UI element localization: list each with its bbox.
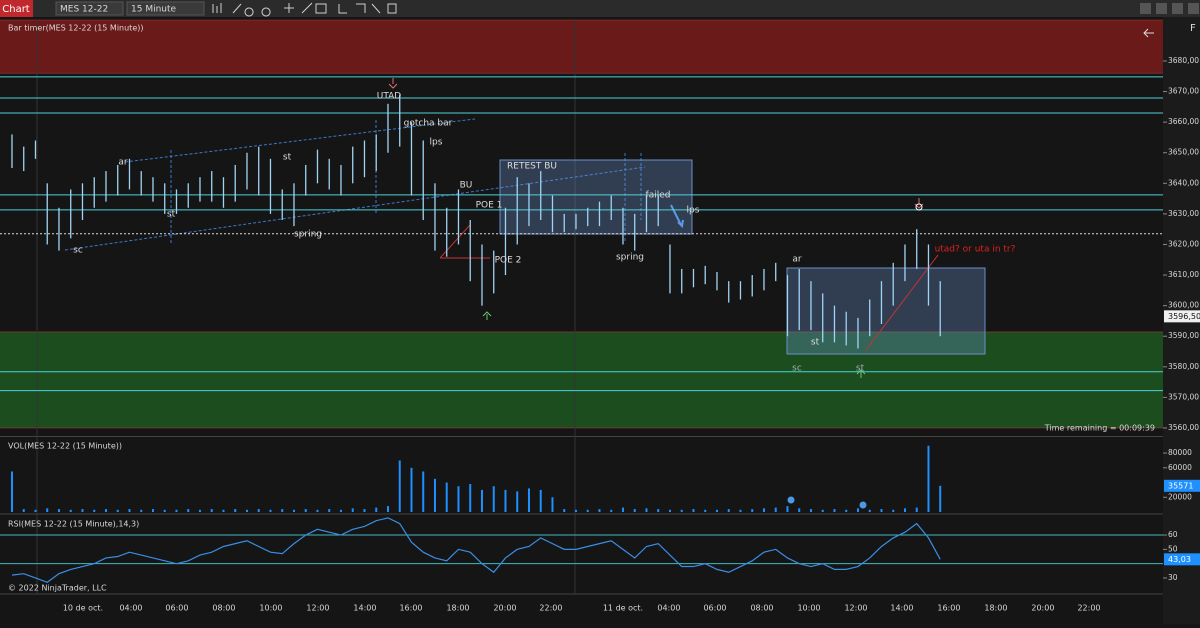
x-tick-label: 18:00 [984, 604, 1007, 613]
x-tick-label: 08:00 [750, 604, 773, 613]
annotation: RETEST BU [507, 162, 557, 172]
x-tick-label: 10 de oct. [63, 604, 103, 613]
annotation: utad? or uta in tr? [935, 245, 1016, 255]
arrow-up [856, 369, 866, 378]
annotation: POE 2 [495, 256, 522, 266]
annotation: spring [294, 230, 322, 240]
annotation: sc [792, 364, 802, 374]
x-tick-label: 16:00 [399, 604, 422, 613]
annotation: lps [687, 206, 700, 216]
annotation: sc [73, 246, 83, 256]
arrow-up [482, 311, 492, 320]
event-dot [915, 203, 923, 211]
event-dot [787, 496, 795, 504]
range-box [499, 159, 693, 235]
annotation: st [167, 210, 176, 220]
y-tick-label: 3650,00 [1168, 148, 1199, 157]
range-box [786, 267, 986, 355]
x-tick-label: 18:00 [446, 604, 469, 613]
y-tick-label: 3560,00 [1168, 423, 1199, 432]
annotation: UTAD [377, 92, 402, 102]
y-tick-label: 20000 [1168, 492, 1192, 501]
zone [0, 331, 1163, 428]
annotation: gotcha bar [404, 119, 453, 129]
x-tick-label: 06:00 [165, 604, 188, 613]
y-tick-label: 3570,00 [1168, 392, 1199, 401]
x-tick-label: 10:00 [797, 604, 820, 613]
y-tick-label: 80000 [1168, 448, 1192, 457]
y-tick-label: 3610,00 [1168, 270, 1199, 279]
y-tick-label: 3670,00 [1168, 87, 1199, 96]
y-tick-label: 3680,00 [1168, 56, 1199, 65]
annotation: st [856, 364, 865, 374]
last-rsi: 43,03 [1168, 555, 1191, 564]
y-tick-label: 3590,00 [1168, 331, 1199, 340]
x-tick-label: 04:00 [657, 604, 680, 613]
y-tick-label: 3620,00 [1168, 239, 1199, 248]
annotation: BU [460, 181, 473, 191]
toolbar [0, 0, 1200, 17]
last-volume: 35571 [1168, 481, 1193, 490]
x-tick-label: 12:00 [844, 604, 867, 613]
y-tick-label: 3630,00 [1168, 209, 1199, 218]
annotation: st [811, 338, 820, 348]
tab[interactable] [0, 0, 33, 17]
y-tick-label: 50 [1168, 544, 1178, 553]
x-tick-label: 22:00 [539, 604, 562, 613]
panel-button[interactable]: F [1190, 23, 1196, 34]
tab-label[interactable]: Chart [2, 4, 30, 15]
x-tick-label: 20:00 [1031, 604, 1054, 613]
toolbar-icons[interactable] [212, 2, 397, 17]
panel-title: VOL(MES 12-22 (15 Minute)) [8, 442, 122, 451]
x-tick-label: 11 de oct. [603, 604, 643, 613]
x-tick-label: 08:00 [212, 604, 235, 613]
y-tick-label: 3640,00 [1168, 178, 1199, 187]
panel-title: Bar timer(MES 12-22 (15 Minute)) [8, 24, 143, 33]
x-tick-label: 06:00 [703, 604, 726, 613]
last-volume-box [1164, 479, 1200, 492]
interval[interactable]: 15 Minute [131, 5, 177, 15]
annotation: spring [616, 253, 644, 263]
last-price-box [1164, 310, 1200, 323]
timer: Time remaining = 00:09:39 [1044, 424, 1155, 433]
y-tick-label: 30 [1168, 573, 1178, 582]
annotation: lps [430, 138, 443, 148]
rsi-line [11, 517, 941, 583]
copyright: © 2022 NinjaTrader, LLC [8, 584, 107, 593]
window-buttons[interactable] [1140, 3, 1199, 14]
annotation: ar [792, 255, 802, 265]
annotation: ar [118, 158, 128, 168]
x-tick-label: 16:00 [937, 604, 960, 613]
zone [0, 20, 1163, 74]
x-tick-label: 22:00 [1077, 604, 1100, 613]
panel-title: RSI(MES 12-22 (15 Minute),14,3) [8, 520, 139, 529]
last-price: 3596,50 [1168, 312, 1200, 321]
annotation: POE 1 [476, 201, 503, 211]
x-tick-label: 20:00 [493, 604, 516, 613]
annotation: st [283, 153, 292, 163]
x-tick-label: 04:00 [119, 604, 142, 613]
y-tick-label: 3580,00 [1168, 362, 1199, 371]
arrow-down [388, 78, 398, 89]
x-tick-label: 12:00 [306, 604, 329, 613]
annotation: failed [646, 191, 671, 201]
arrow [670, 204, 684, 229]
back-arrow[interactable] [1143, 28, 1154, 38]
interval-select[interactable] [126, 1, 205, 16]
x-tick-label: 10:00 [259, 604, 282, 613]
x-tick-label: 14:00 [890, 604, 913, 613]
event-dot [859, 501, 867, 509]
last-rsi-box [1164, 553, 1200, 566]
instrument-select[interactable] [55, 1, 124, 16]
y-tick-label: 3660,00 [1168, 117, 1199, 126]
y-tick-label: 60 [1168, 530, 1178, 539]
y-tick-label: 60000 [1168, 463, 1192, 472]
x-tick-label: 14:00 [353, 604, 376, 613]
y-tick-label: 3600,00 [1168, 301, 1199, 310]
instrument[interactable]: MES 12-22 [60, 5, 108, 15]
